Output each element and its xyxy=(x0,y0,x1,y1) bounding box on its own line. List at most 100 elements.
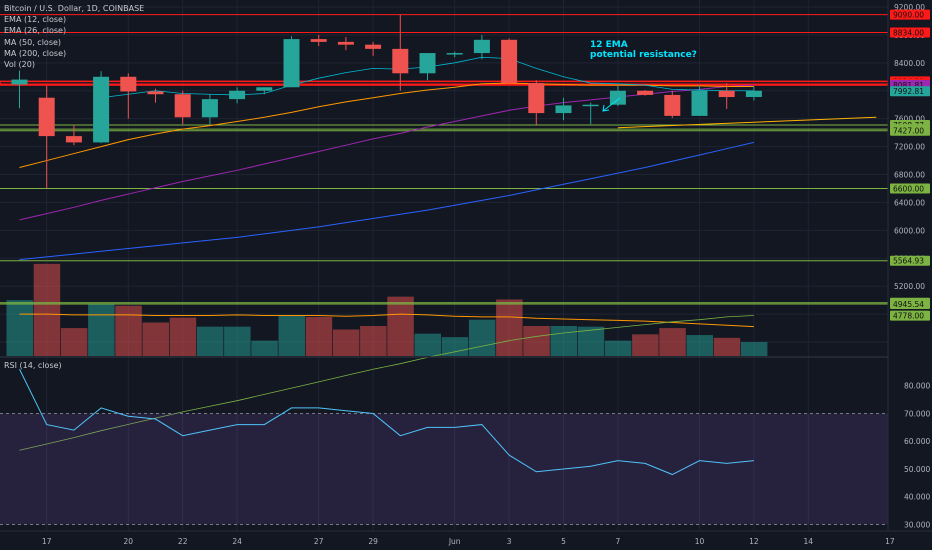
candle xyxy=(718,83,735,109)
candle xyxy=(609,85,626,107)
volume-bar xyxy=(577,326,605,356)
price-tag-bg xyxy=(890,86,930,97)
rsi-band xyxy=(0,413,888,525)
legend-ema26[interactable]: EMA (26, close) xyxy=(4,26,67,36)
rsi-tick-label: 30.000 xyxy=(904,520,930,529)
rsi-legend[interactable]: RSI (14, close) xyxy=(4,361,62,370)
price-tag: 8834.00 xyxy=(890,27,930,38)
volume-bar xyxy=(740,342,768,356)
candle-body xyxy=(65,136,82,143)
trendline xyxy=(617,116,877,129)
time-tick-label: 27 xyxy=(314,537,324,546)
candle-body xyxy=(528,83,545,114)
candle xyxy=(365,41,382,56)
candle xyxy=(38,85,55,189)
candle-body xyxy=(664,94,681,116)
volume-bar xyxy=(115,305,142,356)
candle xyxy=(65,125,82,146)
volume-bar xyxy=(686,335,713,356)
price-tick-label: 7600.00 xyxy=(894,115,925,124)
price-tag: 4778.00 xyxy=(890,310,930,321)
annotation-arrow-head xyxy=(602,104,610,112)
volume-bar xyxy=(632,334,659,356)
candle-body xyxy=(555,105,572,114)
candle-body xyxy=(609,90,626,105)
candle xyxy=(637,90,654,96)
rsi-line xyxy=(19,368,754,476)
volume-bar xyxy=(224,326,251,356)
candle xyxy=(174,90,191,125)
candle xyxy=(419,53,436,81)
candle-body xyxy=(501,39,518,84)
legend-ema12[interactable]: EMA (12, close) xyxy=(4,15,67,25)
time-tick-label: 3 xyxy=(507,537,512,546)
candle-body xyxy=(419,53,436,74)
candle xyxy=(555,97,572,121)
time-tick-label: Jun xyxy=(448,537,461,546)
price-tag-bg xyxy=(890,183,930,194)
price-tick-label: 8400.00 xyxy=(894,59,925,68)
candle xyxy=(473,34,490,60)
time-tick-label: 17 xyxy=(885,537,895,546)
candle xyxy=(229,87,246,104)
candle-body xyxy=(473,39,490,54)
candle-body xyxy=(446,53,463,55)
candle xyxy=(283,36,300,88)
candle xyxy=(745,86,762,101)
time-tick-label: 14 xyxy=(804,537,814,546)
candle-body xyxy=(745,90,762,98)
volume-bar xyxy=(360,325,387,356)
candle xyxy=(446,51,463,58)
chart-title: Bitcoin / U.S. Dollar, 1D, COINBASE xyxy=(4,4,145,13)
candle-body xyxy=(283,39,300,88)
candle-body xyxy=(637,90,654,95)
candle-body xyxy=(691,90,708,116)
price-tick-label: 6800.00 xyxy=(894,171,925,180)
rsi-tick-label: 40.000 xyxy=(904,493,930,502)
legend-ma200[interactable]: MA (200, close) xyxy=(4,48,67,58)
volume-bar xyxy=(468,319,496,356)
candle-body xyxy=(310,39,327,42)
volume-bar xyxy=(6,300,33,356)
price-tag: 7992.81 xyxy=(890,86,930,97)
volume-bar xyxy=(659,328,686,356)
volume-bar xyxy=(441,337,469,356)
candle xyxy=(147,88,164,103)
price-tick-label: 9200.00 xyxy=(894,3,925,12)
legend-volume[interactable]: Vol (20) xyxy=(4,60,35,70)
volume-ma-line xyxy=(19,313,754,328)
candle xyxy=(310,34,327,47)
time-tick-label: 20 xyxy=(124,537,134,546)
volume-bar xyxy=(305,316,333,356)
legend-ma50[interactable]: MA (50, close) xyxy=(4,37,62,47)
candle xyxy=(501,38,518,84)
price-tag: 7427.00 xyxy=(890,125,930,136)
candle-body xyxy=(256,87,273,91)
price-tick-label: 5200.00 xyxy=(894,282,925,291)
price-tag-label: 5564.93 xyxy=(893,257,924,266)
ma50-line xyxy=(19,84,754,221)
price-tag-bg xyxy=(890,125,930,136)
annotation-arrow-line xyxy=(602,97,621,112)
volume-bar xyxy=(60,328,88,356)
rsi-tick-label: 60.000 xyxy=(904,437,930,446)
candle-body xyxy=(201,99,218,118)
price-tag-label: 4778.00 xyxy=(893,312,924,321)
volume-bar xyxy=(332,329,360,356)
price-tick-label: 6400.00 xyxy=(894,198,925,207)
candle xyxy=(120,73,137,119)
candle xyxy=(93,71,110,144)
time-tick-label: 29 xyxy=(368,537,378,546)
volume-bar xyxy=(88,304,115,356)
candle-body xyxy=(120,76,137,92)
price-tag: 6600.00 xyxy=(890,183,930,194)
candle-body xyxy=(11,79,28,85)
price-tag-label: 9090.00 xyxy=(893,11,924,20)
legend: Bitcoin / U.S. Dollar, 1D, COINBASE EMA … xyxy=(4,3,144,70)
candle xyxy=(256,87,273,95)
price-tag-bg xyxy=(890,255,930,266)
candle-body xyxy=(392,48,409,74)
rsi-tick-label: 80.000 xyxy=(904,382,930,391)
